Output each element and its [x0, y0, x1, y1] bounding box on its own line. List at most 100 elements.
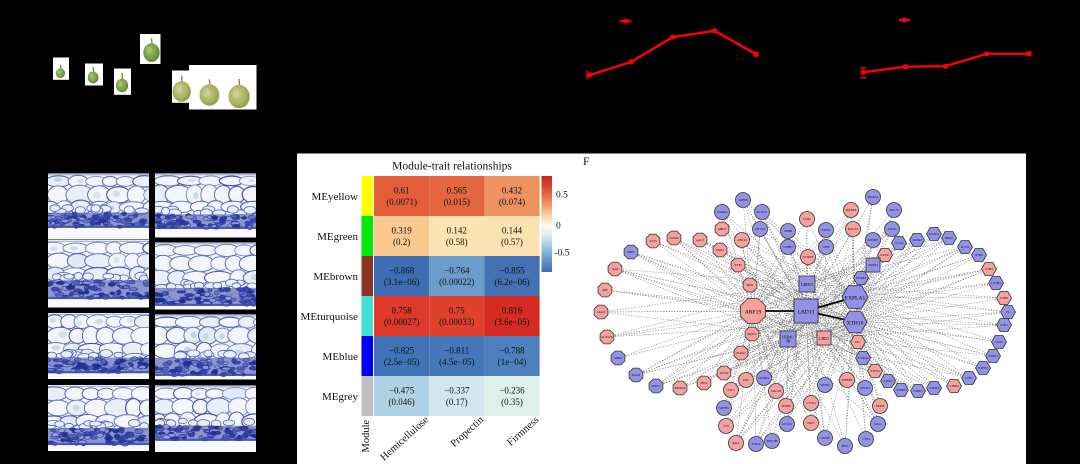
svg-text:(2.5e−05): (2.5e−05) [384, 357, 419, 367]
svg-text:MEblue: MEblue [323, 351, 359, 363]
svg-text:−0.855: −0.855 [499, 266, 525, 276]
svg-text:0.319: 0.319 [391, 226, 412, 236]
svg-text:(0.074): (0.074) [499, 197, 525, 207]
svg-text:XYP5: XYP5 [734, 263, 742, 267]
svg-text:(3.6e−05): (3.6e−05) [494, 317, 529, 327]
svg-text:CKH42: CKH42 [912, 238, 922, 242]
svg-text:PG7: PG7 [855, 340, 861, 344]
svg-text:IAA9: IAA9 [612, 267, 619, 271]
svg-text:YWRA4: YWRA4 [858, 356, 869, 360]
svg-text:CEF4B: CEF4B [820, 436, 829, 440]
svg-text:(0.17): (0.17) [446, 397, 468, 407]
svg-text:Module-trait relationships: Module-trait relationships [392, 161, 512, 173]
svg-text:−0.868: −0.868 [389, 266, 415, 276]
svg-text:−0.337: −0.337 [444, 386, 470, 396]
svg-text:F: F [583, 156, 589, 168]
svg-text:MEyellow: MEyellow [312, 191, 358, 203]
svg-text:LBD15: LBD15 [801, 282, 813, 287]
svg-text:MXP43: MXP43 [868, 263, 878, 267]
svg-text:LRG1: LRG1 [874, 422, 882, 426]
svg-text:MYB76: MYB76 [719, 406, 729, 410]
svg-text:XTHE8: XTHE8 [896, 388, 906, 392]
svg-text:MORE3: MORE3 [856, 276, 867, 280]
svg-text:MHM40: MHM40 [675, 386, 686, 390]
svg-text:(0.35): (0.35) [501, 397, 523, 407]
svg-text:MSC16: MSC16 [889, 208, 899, 212]
svg-text:BRSV2: BRSV2 [747, 332, 757, 336]
svg-text:0.5: 0.5 [556, 191, 568, 201]
svg-text:bYW43: bYW43 [782, 422, 792, 426]
svg-text:MUR: MUR [747, 283, 754, 287]
svg-text:XTH4b: XTH4b [887, 227, 897, 231]
svg-text:MEgreen: MEgreen [317, 231, 358, 243]
svg-text:MEgrey: MEgrey [322, 391, 359, 403]
svg-text:bJHB4: bJHB4 [784, 229, 793, 233]
svg-text:MABK4: MABK4 [846, 208, 857, 212]
svg-text:XTH9: XTH9 [975, 253, 983, 257]
svg-text:(0.00022): (0.00022) [439, 277, 474, 287]
svg-text:MABA3: MABA3 [868, 195, 879, 199]
svg-text:0.61: 0.61 [394, 186, 410, 196]
svg-text:CXTH4: CXTH4 [991, 281, 1001, 285]
svg-text:EXPLA1: EXPLA1 [845, 296, 866, 302]
svg-text:bZHB3: bZHB3 [784, 245, 794, 249]
svg-text:XTH25: XTH25 [988, 354, 998, 358]
svg-text:XTH23: XTH23 [929, 386, 939, 390]
svg-text:(4.5e−05): (4.5e−05) [439, 357, 474, 367]
svg-text:AGAM: AGAM [669, 236, 678, 240]
svg-text:EXB63: EXB63 [914, 389, 924, 393]
svg-text:-0.5: -0.5 [555, 249, 570, 259]
svg-text:LBD41-: LBD41- [782, 336, 795, 340]
svg-text:PAL2: PAL2 [733, 441, 740, 445]
svg-text:(0.00027): (0.00027) [384, 317, 419, 327]
svg-text:SVB44: SVB44 [752, 442, 761, 446]
svg-text:XTHB9: XTHB9 [949, 384, 959, 388]
svg-text:0.758: 0.758 [391, 306, 412, 316]
svg-text:ABC44: ABC44 [737, 238, 747, 242]
svg-text:ASY5: ASY5 [649, 239, 657, 243]
svg-text:0: 0 [556, 222, 561, 232]
svg-text:MYB8A: MYB8A [759, 376, 770, 380]
svg-text:(6.2e−06): (6.2e−06) [494, 277, 529, 287]
svg-text:MGW21: MGW21 [757, 210, 768, 214]
svg-text:XTH29: XTH29 [978, 366, 988, 370]
svg-text:MYV22: MYV22 [755, 227, 766, 231]
svg-text:CTTU4: CTTU4 [806, 401, 816, 405]
svg-text:MAT4: MAT4 [716, 248, 724, 252]
svg-text:PG: PG [1006, 310, 1011, 314]
svg-text:CYP4: CYP4 [862, 437, 870, 441]
svg-text:AHB7: AHB7 [627, 250, 635, 254]
svg-text:MY434: MY434 [860, 386, 870, 390]
svg-text:PCT4a: PCT4a [961, 245, 970, 249]
svg-text:APB47: APB47 [718, 227, 727, 231]
svg-text:XTH8: XTH8 [1000, 296, 1008, 300]
svg-text:ETH7: ETH7 [965, 376, 973, 380]
svg-text:MEbrown: MEbrown [313, 271, 358, 283]
svg-text:(0.58): (0.58) [446, 237, 468, 247]
svg-text:LBD1: LBD1 [819, 336, 829, 341]
svg-text:HRD2: HRD2 [945, 236, 953, 240]
svg-text:ARF6B: ARF6B [738, 198, 747, 202]
svg-text:XTH2: XTH2 [985, 267, 993, 271]
svg-text:−0.825: −0.825 [389, 346, 415, 356]
svg-text:MTME8: MTME8 [868, 238, 879, 242]
svg-text:MAYL: MAYL [652, 384, 661, 388]
svg-text:AAC3: AAC3 [696, 238, 704, 242]
svg-text:MYB3B: MYB3B [842, 378, 852, 382]
svg-text:XTH24: XTH24 [870, 369, 880, 373]
svg-text:MSBM: MSBM [781, 404, 790, 408]
svg-text:XTH10: XTH10 [847, 321, 864, 327]
svg-text:(0.2): (0.2) [393, 237, 410, 247]
svg-text:XTHW8: XTHW8 [803, 255, 814, 259]
svg-text:(0.57): (0.57) [501, 237, 523, 247]
svg-text:(0.015): (0.015) [444, 197, 470, 207]
svg-text:−0.811: −0.811 [444, 346, 469, 356]
svg-text:PRP3: PRP3 [842, 444, 849, 448]
svg-text:LBD13: LBD13 [798, 310, 815, 316]
svg-text:PHS2: PHS2 [700, 381, 708, 385]
svg-text:−0.788: −0.788 [499, 346, 525, 356]
svg-text:BAAN: BAAN [632, 373, 641, 377]
svg-text:−0.764: −0.764 [444, 266, 470, 276]
svg-text:−0.236: −0.236 [499, 386, 525, 396]
svg-text:0.75: 0.75 [449, 306, 465, 316]
